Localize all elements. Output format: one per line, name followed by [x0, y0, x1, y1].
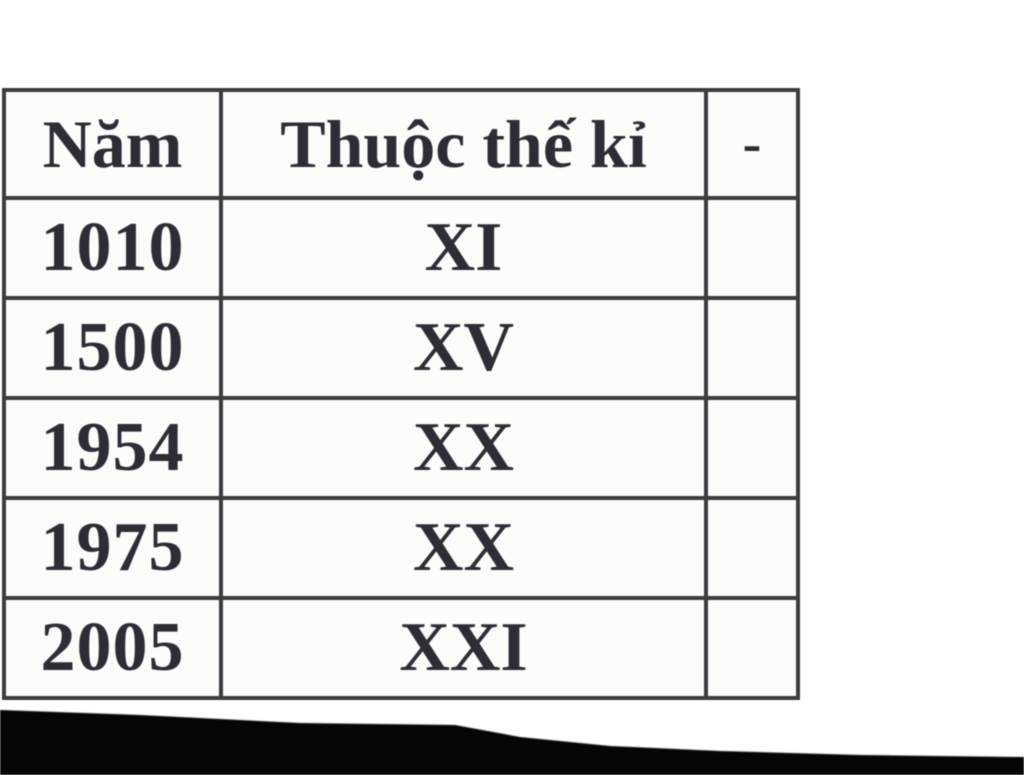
- table-header-row: Năm Thuộc thế kỉ -: [2, 88, 800, 200]
- table-row: 1975 XX: [2, 496, 800, 600]
- year-cell: 1010: [2, 196, 223, 300]
- note-cell: [704, 196, 800, 300]
- note-cell: [704, 496, 800, 600]
- year-cell: 2005: [2, 596, 223, 700]
- table-row: 1010 XI: [2, 196, 800, 300]
- header-century: Thuộc thế kỉ: [219, 88, 708, 200]
- century-cell: XX: [219, 496, 708, 600]
- year-century-table: Năm Thuộc thế kỉ - 1010 XI 1500 XV 1954 …: [2, 88, 800, 700]
- note-cell: [704, 296, 800, 400]
- century-cell: XV: [219, 296, 708, 400]
- table-row: 1954 XX: [2, 396, 800, 500]
- year-cell: 1954: [2, 396, 223, 500]
- century-cell: XI: [219, 196, 708, 300]
- century-cell: XXI: [219, 596, 708, 700]
- table-row: 2005 XXI: [2, 596, 800, 700]
- header-dash: -: [704, 88, 800, 200]
- table-row: 1500 XV: [2, 296, 800, 400]
- header-year: Năm: [2, 88, 223, 200]
- year-cell: 1500: [2, 296, 223, 400]
- year-cell: 1975: [2, 496, 223, 600]
- note-cell: [704, 596, 800, 700]
- note-cell: [704, 396, 800, 500]
- century-cell: XX: [219, 396, 708, 500]
